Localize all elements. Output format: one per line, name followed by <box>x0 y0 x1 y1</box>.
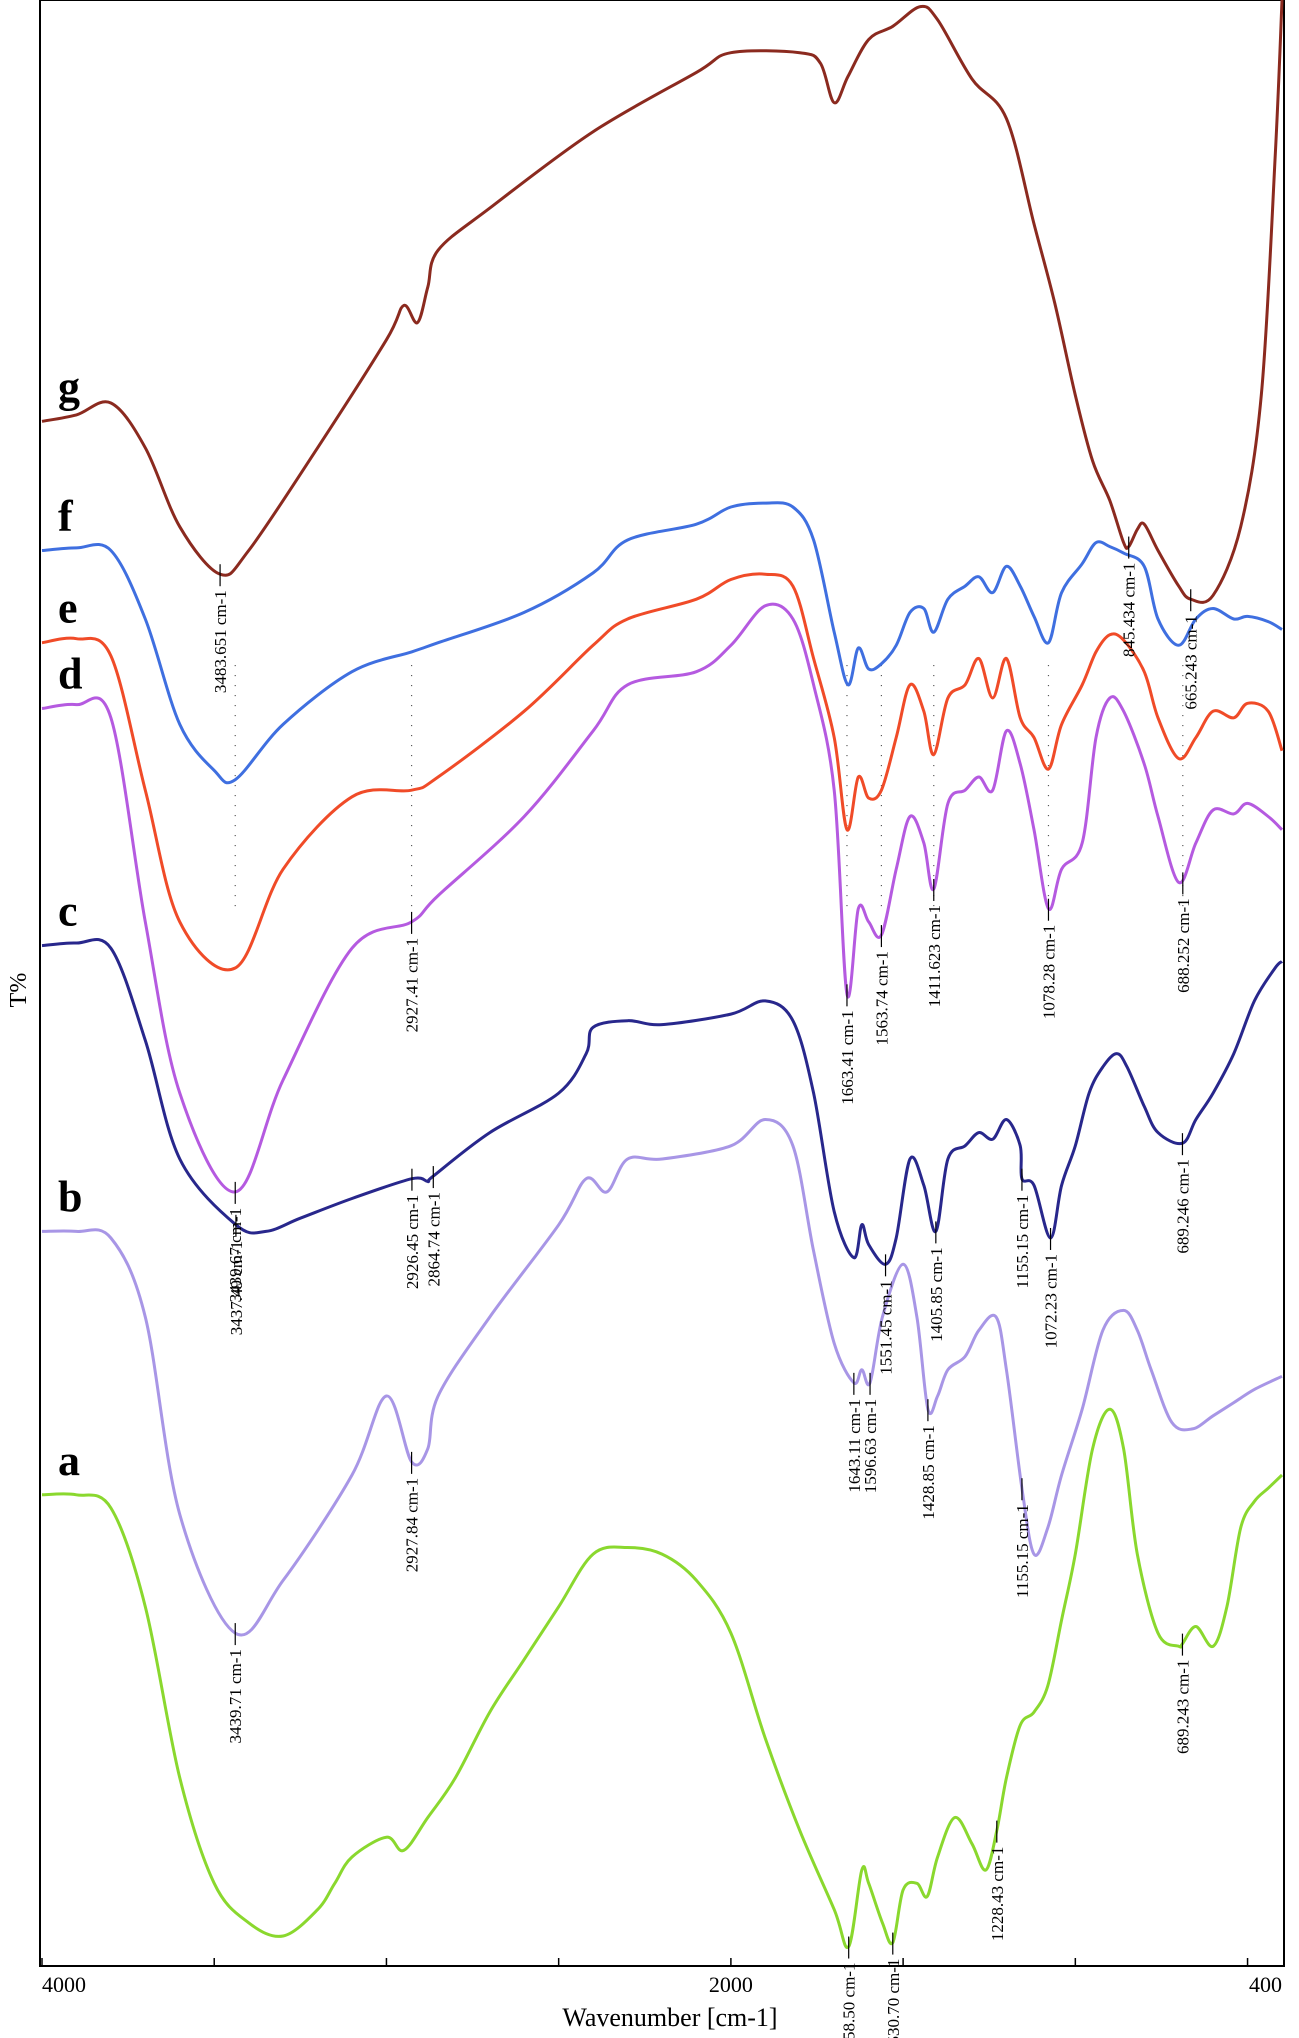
peak-label: 3439.67 cm-1 <box>226 1208 245 1302</box>
x-axis-label: Wavenumber [cm-1] <box>562 2003 777 2032</box>
peak-label: 1658.50 cm-1 <box>840 1963 859 2038</box>
peak-label: 845.434 cm-1 <box>1120 563 1139 657</box>
peak-label: 1078.28 cm-1 <box>1039 925 1058 1019</box>
peak-label: 1155.15 cm-1 <box>1013 1195 1032 1289</box>
y-axis-label: T% <box>6 973 32 1008</box>
series-line-c <box>41 938 1284 1266</box>
x-tick-layer: 4000 2000 400 <box>41 1958 1282 1997</box>
curve-letter-b: b <box>58 1172 82 1221</box>
peak-label: 665.243 cm-1 <box>1182 615 1201 709</box>
peak-label: 688.252 cm-1 <box>1174 898 1193 992</box>
peak-label: 1072.23 cm-1 <box>1042 1254 1061 1348</box>
peak-label: 1596.63 cm-1 <box>861 1399 880 1493</box>
series-line-a <box>41 1407 1284 1950</box>
curve-letter-d: d <box>58 650 82 699</box>
peak-label: 1411.623 cm-1 <box>925 905 944 1007</box>
peak-label: 2926.45 cm-1 <box>403 1195 422 1289</box>
x-tick-label: 2000 <box>709 1972 753 1997</box>
peak-label: 1428.85 cm-1 <box>919 1425 938 1519</box>
series-layer <box>41 0 1284 1950</box>
plot-frame <box>39 0 1285 1967</box>
curve-letter-g: g <box>58 362 80 411</box>
peak-label: 1228.43 cm-1 <box>988 1847 1007 1941</box>
peak-label: 689.243 cm-1 <box>1173 1660 1192 1754</box>
curve-letter-a: a <box>58 1436 80 1485</box>
peak-label: 1405.85 cm-1 <box>927 1247 946 1341</box>
peak-label: 3483.651 cm-1 <box>211 590 230 693</box>
peak-label: 2927.41 cm-1 <box>403 938 422 1032</box>
peak-label: 2864.74 cm-1 <box>424 1192 443 1286</box>
curve-letter-c: c <box>58 887 78 936</box>
peak-label: 2927.84 cm-1 <box>403 1478 422 1572</box>
series-line-g <box>41 0 1284 604</box>
series-line-f <box>41 501 1283 785</box>
peak-label: 3439.71 cm-1 <box>226 1649 245 1743</box>
peak-label: 1643.11 cm-1 <box>845 1399 864 1493</box>
peak-label: 1663.41 cm-1 <box>838 1010 857 1104</box>
guide-dotted-lines <box>234 665 1184 909</box>
peak-label: 689.246 cm-1 <box>1173 1159 1192 1253</box>
series-line-e <box>41 572 1284 972</box>
peak-label-layer: 3483.651 cm-1 845.434 cm-1 665.243 cm-1 292… <box>211 536 1201 2038</box>
x-tick-label: 400 <box>1249 1972 1282 1997</box>
curve-letter-f: f <box>58 492 74 541</box>
peak-label: 1530.70 cm-1 <box>884 1959 903 2038</box>
curve-letter-layer: g fed c b a <box>58 362 82 1484</box>
peak-label: 3437.49 cm-1 <box>227 1241 246 1335</box>
peak-label: 1563.74 cm-1 <box>872 951 891 1045</box>
peak-label: 1155.15 cm-1 <box>1013 1504 1032 1598</box>
curve-letter-e: e <box>58 584 78 633</box>
peak-label: 1551.45 cm-1 <box>877 1280 896 1374</box>
x-tick-label: 4000 <box>42 1972 86 1997</box>
series-line-b <box>41 1118 1283 1637</box>
